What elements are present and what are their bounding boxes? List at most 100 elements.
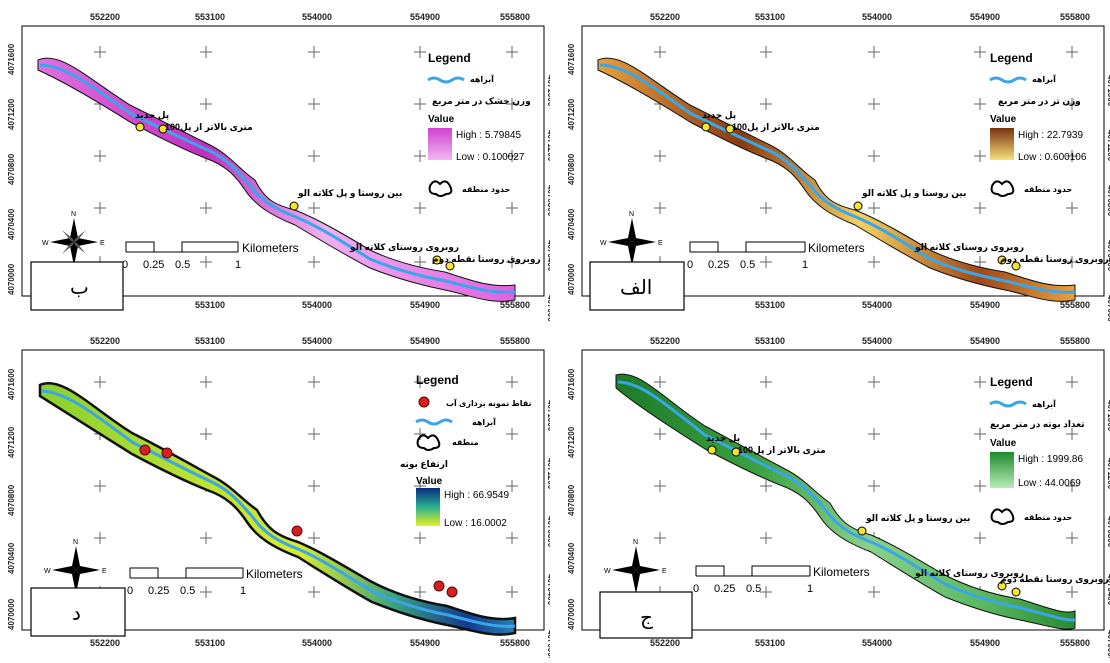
svg-text:Low : 16.0002: Low : 16.0002 — [444, 518, 507, 529]
svg-text:0: 0 — [687, 259, 693, 271]
grid-cross — [200, 256, 212, 268]
svg-text:0.25: 0.25 — [143, 259, 164, 271]
grid-cross — [200, 586, 212, 598]
svg-text:4071600: 4071600 — [7, 368, 16, 400]
svg-text:1: 1 — [240, 585, 246, 597]
svg-text:0.5: 0.5 — [746, 583, 761, 595]
stream-line — [599, 63, 1076, 294]
svg-text:د: د — [72, 601, 81, 625]
grid-cross — [974, 480, 986, 492]
svg-text:553100: 553100 — [755, 300, 785, 310]
grid-cross — [506, 532, 518, 544]
svg-text:553100: 553100 — [195, 336, 225, 346]
north-arrow-icon: N W E — [600, 211, 663, 266]
svg-text:0.5: 0.5 — [175, 259, 190, 271]
stream-symbol — [427, 76, 465, 84]
grid-cross — [760, 586, 772, 598]
grid-cross — [654, 202, 666, 214]
y-tick: 4070000 — [7, 263, 16, 295]
grid-cross — [760, 98, 772, 110]
svg-text:4070000: 4070000 — [7, 598, 16, 630]
svg-text:0: 0 — [693, 583, 699, 595]
svg-text:High : 22.7939: High : 22.7939 — [1018, 130, 1083, 141]
grid-cross — [760, 480, 772, 492]
grid-cross — [654, 428, 666, 440]
grid-cross — [94, 376, 106, 388]
legend-value-title: Value — [428, 114, 455, 125]
svg-text:554000: 554000 — [302, 336, 332, 346]
grid-cross — [1066, 46, 1078, 58]
grid-cross — [868, 98, 880, 110]
svg-text:الف: الف — [620, 275, 652, 299]
svg-text:100متری بالاتر از پل: 100متری بالاتر از پل — [732, 122, 820, 133]
site-label: پل جدید — [135, 110, 169, 120]
svg-text:Kilometers: Kilometers — [246, 567, 303, 581]
graticule — [654, 46, 1078, 268]
grid-cross — [974, 202, 986, 214]
grid-cross — [200, 202, 212, 214]
svg-text:Kilometers: Kilometers — [813, 565, 870, 579]
grid-cross — [654, 46, 666, 58]
svg-text:4070400: 4070400 — [567, 208, 576, 240]
grid-cross — [974, 376, 986, 388]
site-marker — [433, 580, 445, 592]
grid-cross — [868, 428, 880, 440]
svg-text:4071200: 4071200 — [546, 458, 550, 490]
x-tick: 554900 — [410, 12, 440, 22]
north-arrow-icon: N W E — [42, 211, 105, 266]
y-tick: 4070400 — [546, 240, 550, 272]
svg-text:1: 1 — [802, 259, 808, 271]
svg-text:0.5: 0.5 — [180, 585, 195, 597]
color-ramp — [428, 128, 452, 160]
svg-text:0.25: 0.25 — [708, 259, 729, 271]
grid-cross — [506, 202, 518, 214]
svg-text:Low : 44.0069: Low : 44.0069 — [1018, 478, 1081, 489]
svg-text:منطقه: منطقه — [452, 438, 479, 447]
x-tick: 553100 — [195, 300, 225, 310]
svg-text:بین روستا و پل کلاته الو: بین روستا و پل کلاته الو — [861, 188, 966, 199]
grid-cross — [654, 480, 666, 492]
svg-text:552200: 552200 — [90, 638, 120, 648]
legend-low: Low : 0.100027 — [456, 152, 525, 163]
map-panel-dry-weight: پل جدید 100متری بالاتر از پل بین روستا و… — [0, 0, 555, 327]
svg-text:Value: Value — [990, 114, 1017, 125]
grid-cross — [308, 586, 320, 598]
grid-cross — [1066, 98, 1078, 110]
grid-cross — [414, 586, 426, 598]
grid-cross — [414, 150, 426, 162]
svg-text:وزن تر در متر مربع: وزن تر در متر مربع — [998, 96, 1081, 107]
grid-cross — [760, 428, 772, 440]
map-panel-shrub-height: 552200 553100 554000 554900 555800 55220… — [0, 330, 555, 663]
site-marker — [445, 261, 455, 271]
grid-cross — [94, 46, 106, 58]
grid-cross — [200, 428, 212, 440]
svg-text:4070400: 4070400 — [546, 574, 550, 606]
x-tick: 552200 — [90, 12, 120, 22]
svg-text:4070000: 4070000 — [1106, 295, 1110, 322]
map-svg: پل جدید 100متری بالاتر از پل بین روستا و… — [7, 12, 555, 327]
grid-cross — [94, 532, 106, 544]
svg-text:554000: 554000 — [862, 300, 892, 310]
svg-text:4071600: 4071600 — [546, 400, 550, 432]
svg-text:4070400: 4070400 — [7, 542, 16, 574]
grid-cross — [200, 98, 212, 110]
grid-cross — [308, 98, 320, 110]
svg-text:حدود منطقه: حدود منطقه — [1024, 513, 1073, 522]
x-tick: 554000 — [302, 300, 332, 310]
grid-cross — [868, 480, 880, 492]
grid-cross — [760, 376, 772, 388]
site-marker — [158, 124, 168, 134]
grid-cross — [760, 256, 772, 268]
svg-text:حدود منطقه: حدود منطقه — [1024, 185, 1073, 194]
svg-text:High : 66.9549: High : 66.9549 — [444, 490, 509, 501]
svg-text:W: W — [604, 568, 611, 575]
grid-cross — [760, 46, 772, 58]
grid-cross — [868, 202, 880, 214]
map-svg: پل جدید 100متری بالاتر از پل بین روستا و… — [567, 336, 1110, 662]
grid-cross — [760, 202, 772, 214]
grid-cross — [654, 150, 666, 162]
svg-text:4071600: 4071600 — [567, 368, 576, 400]
x-tick: 554900 — [410, 300, 440, 310]
grid-cross — [414, 256, 426, 268]
grid-cross — [1066, 480, 1078, 492]
